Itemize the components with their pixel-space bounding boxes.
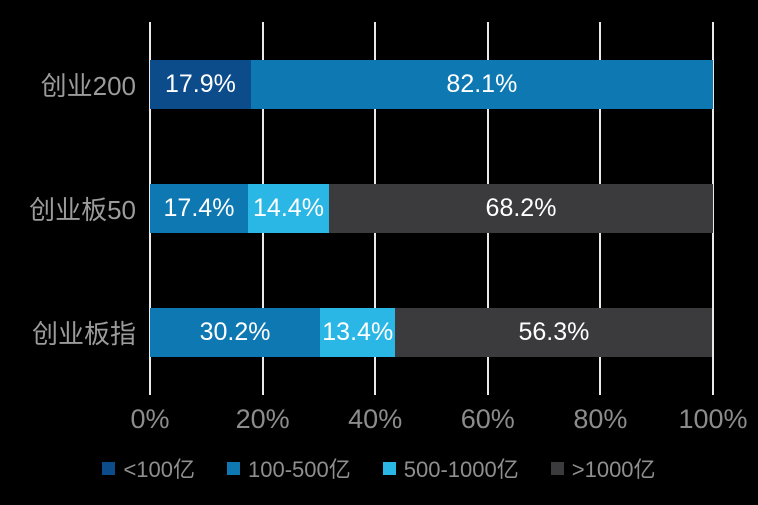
bar-segment-value-label: 68.2%	[485, 194, 557, 222]
x-axis-tick-label: 40%	[348, 404, 403, 434]
legend-color-swatch	[550, 461, 564, 475]
gridline	[712, 22, 714, 395]
bar-segment-value-label: 56.3%	[518, 318, 590, 347]
bar-segment: 17.9%	[150, 59, 251, 109]
x-axis-tick-label: 0%	[130, 404, 170, 434]
legend: <100亿 100-500亿 500-1000亿 >1000亿	[0, 452, 758, 484]
legend-item: <100亿	[102, 452, 195, 484]
bar-segment-value-label: 17.9%	[164, 69, 236, 98]
legend-item: 500-1000亿	[382, 452, 519, 484]
legend-color-swatch	[227, 461, 241, 475]
bar-row: 17.9% 82.1%	[150, 59, 713, 109]
legend-label: >1000亿	[571, 457, 656, 482]
y-axis-category-labels: 创业200 创业板50 创业板指	[0, 22, 136, 395]
bar-segment: 82.1%	[250, 59, 713, 109]
bar-segment: 14.4%	[247, 184, 330, 233]
bar-segment-value-label: 17.4%	[163, 194, 235, 222]
bar-segment: 68.2%	[329, 184, 713, 233]
bar-row: 17.4% 14.4% 68.2%	[150, 184, 713, 233]
x-axis-tick-labels: 0% 20% 40% 60% 80% 100%	[130, 404, 747, 440]
bar-segment: 17.4%	[150, 184, 248, 233]
x-axis-tick-label: 60%	[460, 404, 515, 434]
x-axis-tick-label: 80%	[573, 404, 628, 434]
legend-color-swatch	[102, 461, 116, 475]
legend-item: >1000亿	[550, 452, 656, 484]
bar-segment: 13.4%	[320, 308, 396, 358]
legend-label: 100-500亿	[248, 457, 351, 482]
bar-segment-value-label: 30.2%	[199, 318, 271, 347]
x-axis-tick-label: 20%	[235, 404, 290, 434]
y-axis-category-label: 创业板50	[29, 195, 136, 225]
bar-segment: 56.3%	[395, 308, 713, 358]
bar-segment-value-label: 13.4%	[322, 318, 394, 347]
bar-row: 30.2% 13.4% 56.3%	[150, 308, 713, 358]
legend-label: 500-1000亿	[403, 457, 519, 482]
bar-segment: 30.2%	[150, 308, 321, 358]
legend-item: 100-500亿	[227, 452, 351, 484]
x-axis-tick-label: 100%	[678, 404, 748, 434]
y-axis-category-label: 创业200	[40, 70, 136, 101]
bar-segment-value-label: 14.4%	[253, 194, 324, 222]
plot-area: 17.9% 82.1% 17.4% 14.4% 68.2% 30.2% 13.4% 56.3%	[149, 22, 714, 395]
legend-color-swatch	[382, 461, 396, 475]
legend-label: <100亿	[123, 457, 196, 482]
bar-segment-value-label: 82.1%	[446, 69, 518, 98]
y-axis-category-label: 创业板指	[31, 319, 136, 350]
